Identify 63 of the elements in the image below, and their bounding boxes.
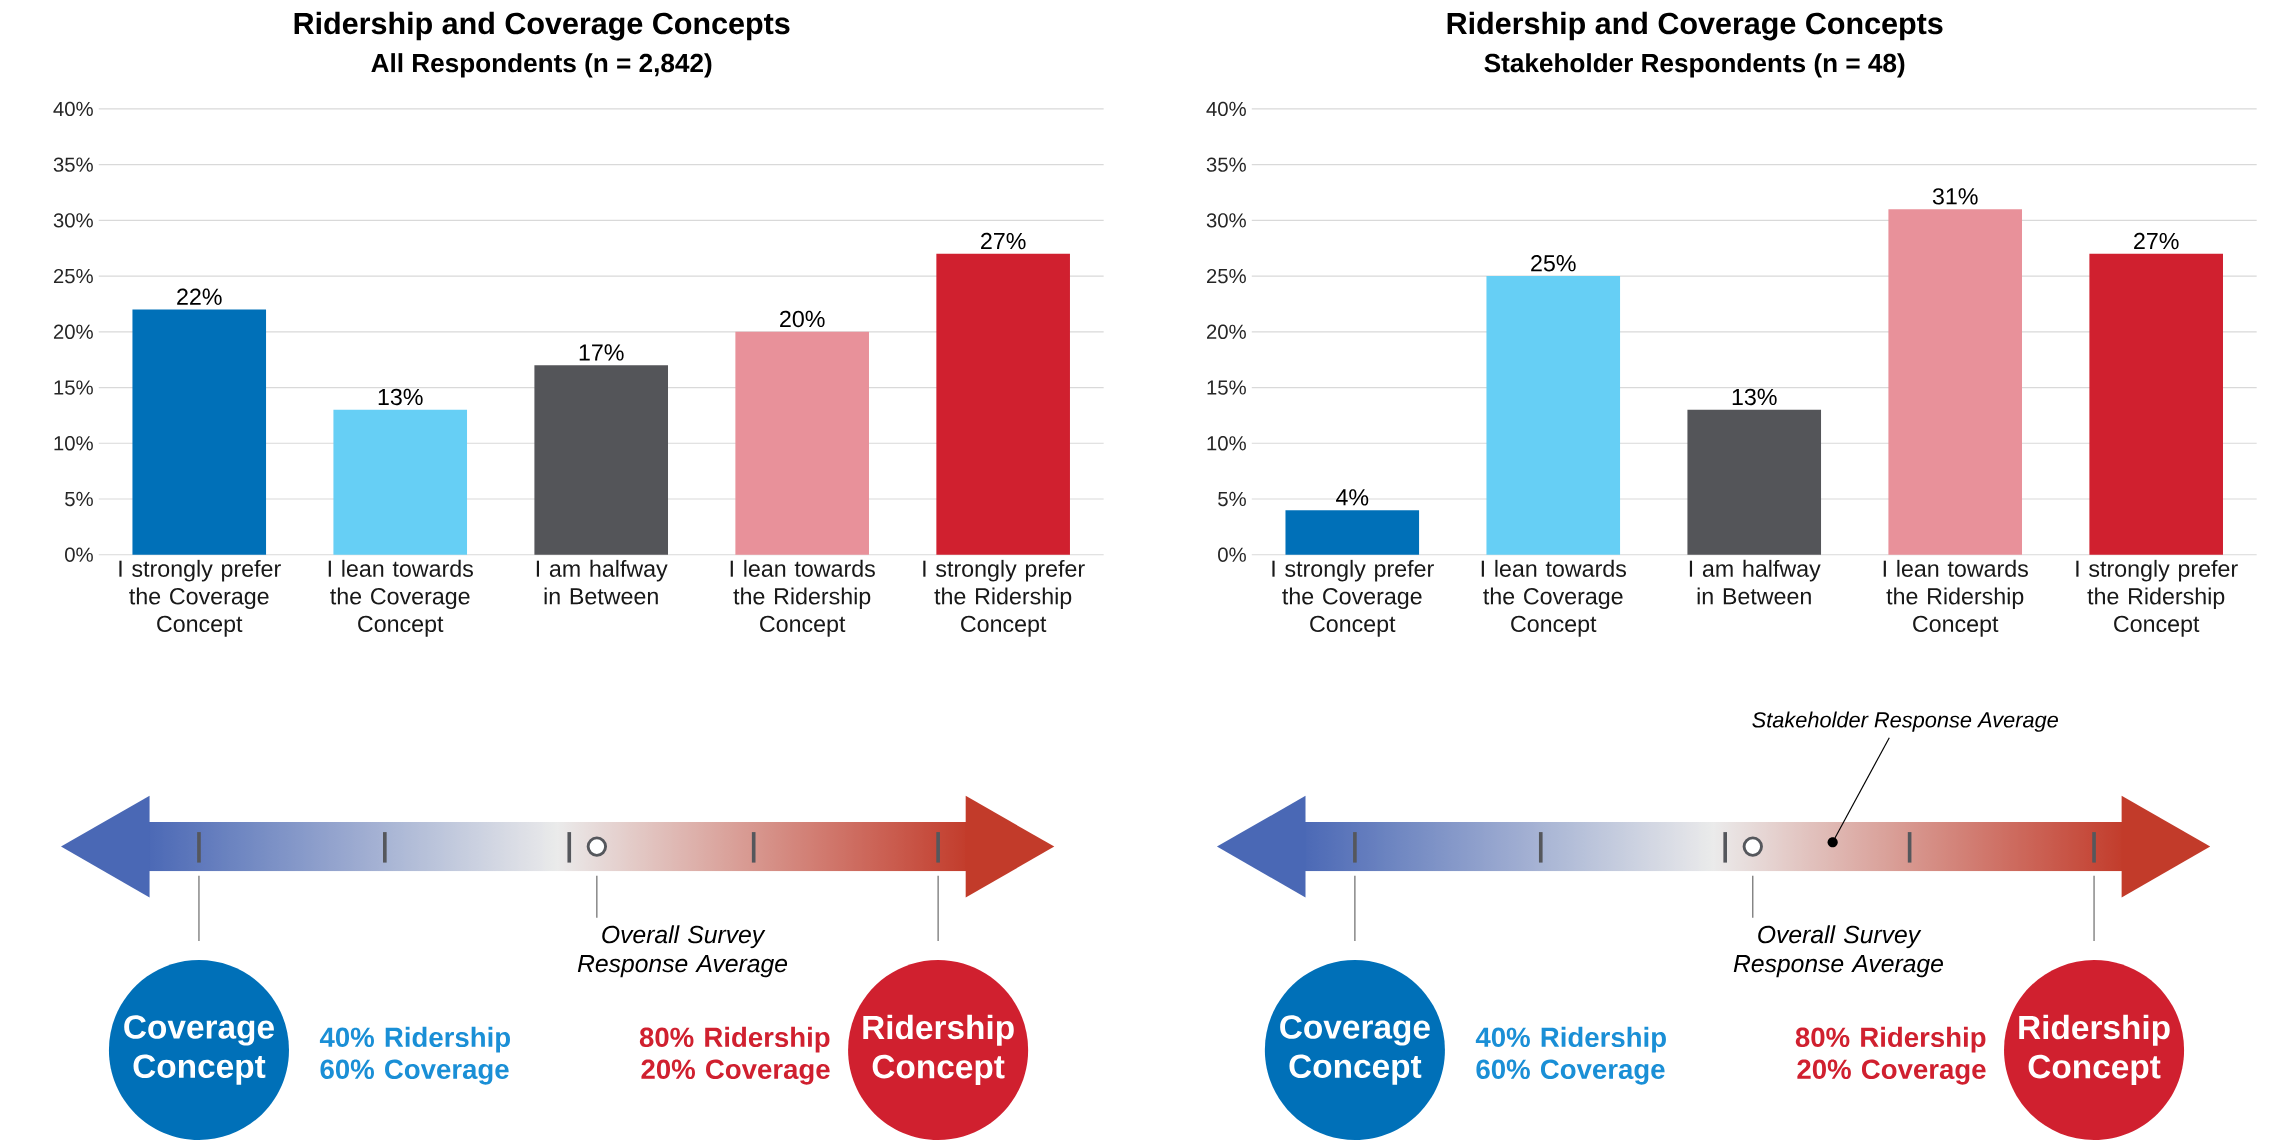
data-label: 31% bbox=[1932, 187, 1978, 205]
text: Ridership Concept bbox=[863, 1014, 1014, 1085]
x-tick-label: I lean towards the Coverage Concept bbox=[1481, 559, 1626, 637]
data-label: 20% bbox=[780, 310, 825, 327]
text: Stakeholder Response Average bbox=[1752, 711, 2058, 732]
text: 40% Ridership 60% Coverage bbox=[1475, 1026, 1666, 1085]
y-tick-label: 10% bbox=[54, 435, 93, 451]
x-tick-label: I lean towards the Ridership Concept bbox=[1883, 559, 2028, 637]
bar bbox=[333, 409, 468, 555]
bar bbox=[1888, 209, 2023, 555]
y-tick-label: 25% bbox=[53, 268, 93, 284]
y-tick-label: 5% bbox=[1218, 491, 1246, 506]
y-tick-label: 20% bbox=[53, 324, 93, 339]
bar bbox=[132, 309, 267, 555]
chart-title: Ridership and Coverage Concepts bbox=[294, 11, 790, 41]
bar bbox=[936, 253, 1070, 555]
chart-subtitle: All Respondents (n = 2,842) bbox=[371, 52, 712, 78]
y-tick-label: 0% bbox=[65, 547, 93, 562]
y-tick-label: 30% bbox=[53, 212, 93, 228]
y-tick-label: 30% bbox=[1206, 212, 1246, 228]
data-label: 17% bbox=[579, 344, 624, 361]
bar bbox=[1687, 409, 1822, 555]
bar bbox=[2089, 253, 2223, 555]
data-label: 13% bbox=[1732, 388, 1777, 405]
data-label: 25% bbox=[1531, 254, 1576, 272]
text: 40% Ridership 60% Coverage bbox=[319, 1026, 510, 1085]
text: Overall Survey Response Average bbox=[1733, 924, 1943, 978]
x-tick-label: I am halfway in Between bbox=[536, 559, 668, 605]
y-tick-label: 15% bbox=[1207, 380, 1246, 395]
text: Ridership Concept bbox=[2019, 1014, 2170, 1085]
x-tick-label: I strongly prefer the Ridership Concept bbox=[2076, 559, 2238, 637]
text: Coverage Concept bbox=[1280, 1015, 1430, 1085]
x-tick-label: I am halfway in Between bbox=[1689, 559, 1821, 605]
x-tick-label: I lean towards the Ridership Concept bbox=[730, 559, 875, 637]
y-tick-label: 40% bbox=[53, 101, 93, 116]
y-tick-label: 35% bbox=[53, 157, 93, 172]
y-tick-label: 25% bbox=[1206, 268, 1246, 284]
chart-title: Ridership and Coverage Concepts bbox=[1447, 11, 1943, 41]
y-tick-label: 35% bbox=[1206, 157, 1246, 172]
y-tick-label: 15% bbox=[54, 380, 93, 395]
bar bbox=[1486, 275, 1621, 555]
x-tick-label: I strongly prefer the Ridership Concept bbox=[923, 559, 1085, 637]
y-tick-label: 10% bbox=[1207, 435, 1246, 451]
data-label: 27% bbox=[981, 232, 1026, 249]
chart-subtitle: Stakeholder Respondents (n = 48) bbox=[1484, 52, 1905, 78]
data-label: 22% bbox=[177, 288, 222, 305]
data-label: 4% bbox=[1336, 489, 1369, 506]
x-tick-label: I lean towards the Coverage Concept bbox=[328, 559, 473, 637]
y-tick-label: 40% bbox=[1206, 101, 1246, 116]
x-tick-label: I strongly prefer the Coverage Concept bbox=[119, 559, 281, 637]
bar bbox=[1285, 509, 1420, 555]
y-tick-label: 20% bbox=[1206, 324, 1246, 339]
text: Coverage Concept bbox=[124, 1015, 274, 1085]
bar bbox=[735, 331, 869, 555]
data-label: 27% bbox=[2134, 232, 2179, 249]
x-tick-label: I strongly prefer the Coverage Concept bbox=[1272, 559, 1434, 637]
text: 80% Ridership 20% Coverage bbox=[1795, 1026, 1986, 1085]
y-tick-label: 0% bbox=[1218, 547, 1246, 562]
text: Overall Survey Response Average bbox=[577, 924, 788, 978]
bar bbox=[534, 365, 669, 555]
y-tick-label: 5% bbox=[65, 491, 93, 506]
text: 80% Ridership 20% Coverage bbox=[639, 1026, 830, 1085]
data-label: 13% bbox=[378, 388, 423, 405]
